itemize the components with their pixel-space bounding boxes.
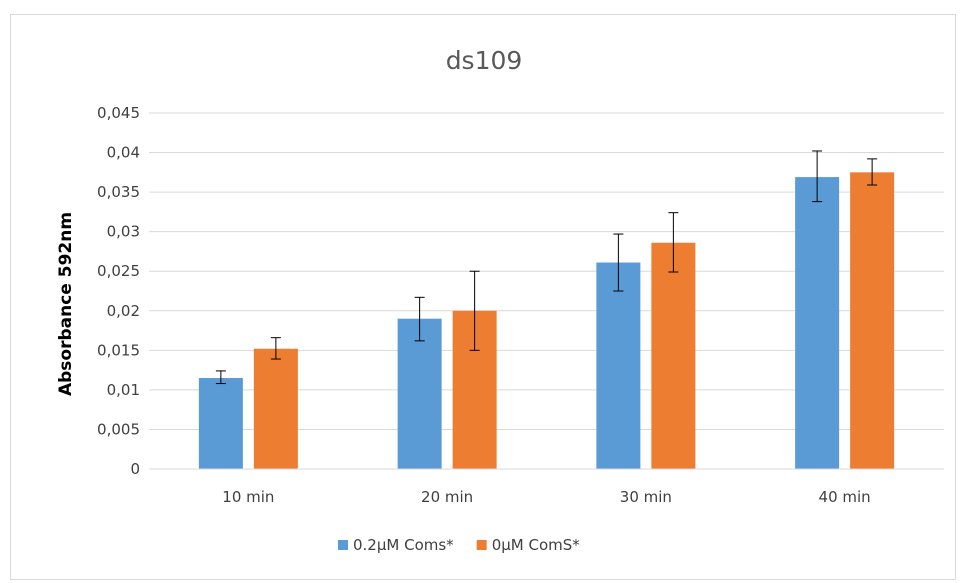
error-bar	[469, 270, 480, 351]
legend-swatch	[338, 540, 348, 550]
y-axis-label: Absorbance 592nm	[56, 212, 76, 396]
x-tick-label: 20 min	[421, 488, 473, 506]
y-tick-label: 0,04	[107, 144, 140, 162]
y-tick-label: 0,035	[97, 183, 140, 201]
legend: 0.2µM Coms* 0µM ComS*	[338, 536, 580, 554]
legend-label: 0.2µM Coms*	[353, 536, 454, 554]
error-bars	[215, 150, 878, 385]
error-bar	[867, 158, 878, 186]
error-bar	[414, 296, 425, 342]
error-bar	[215, 370, 226, 385]
error-bar	[668, 212, 679, 273]
bar	[198, 378, 243, 469]
y-tick-label: 0,025	[97, 262, 140, 280]
legend-swatch	[476, 540, 487, 550]
y-tick-label: 0,045	[97, 104, 140, 122]
y-tick-label: 0,02	[107, 302, 140, 320]
bar	[253, 348, 298, 469]
y-tick-label: 0,015	[97, 341, 140, 359]
legend-label: 0µM ComS*	[492, 536, 581, 554]
x-tick-label: 10 min	[222, 488, 274, 506]
bar	[596, 262, 641, 469]
y-tick-label: 0	[130, 460, 140, 478]
error-bar	[270, 337, 281, 360]
x-tick-label: 40 min	[819, 488, 871, 506]
error-bar	[812, 150, 823, 203]
bars	[198, 172, 895, 470]
bar-chart: ds109 00,0050,010,0150,020,0250,030,0350…	[56, 46, 944, 554]
bar	[651, 242, 696, 469]
x-axis-ticks: 10 min 20 min 30 min 40 min	[222, 488, 870, 506]
error-bar	[613, 233, 624, 292]
bar	[795, 177, 840, 469]
x-tick-label: 30 min	[620, 488, 672, 506]
y-tick-label: 0,03	[107, 223, 140, 241]
bar	[397, 318, 442, 469]
y-tick-label: 0,01	[107, 381, 140, 399]
y-tick-label: 0,005	[97, 420, 140, 438]
y-axis-ticks: 0 0,005 0,01 0,015 0,02 0,025 0,03 0,035 0,04 0,0…	[97, 104, 140, 478]
chart-frame: ds109 0 0,005 0,01 0,015 0,02 0,025 0,03 0,035 0…	[10, 14, 956, 580]
bar	[850, 172, 895, 470]
chart-title: ds109	[446, 46, 523, 75]
